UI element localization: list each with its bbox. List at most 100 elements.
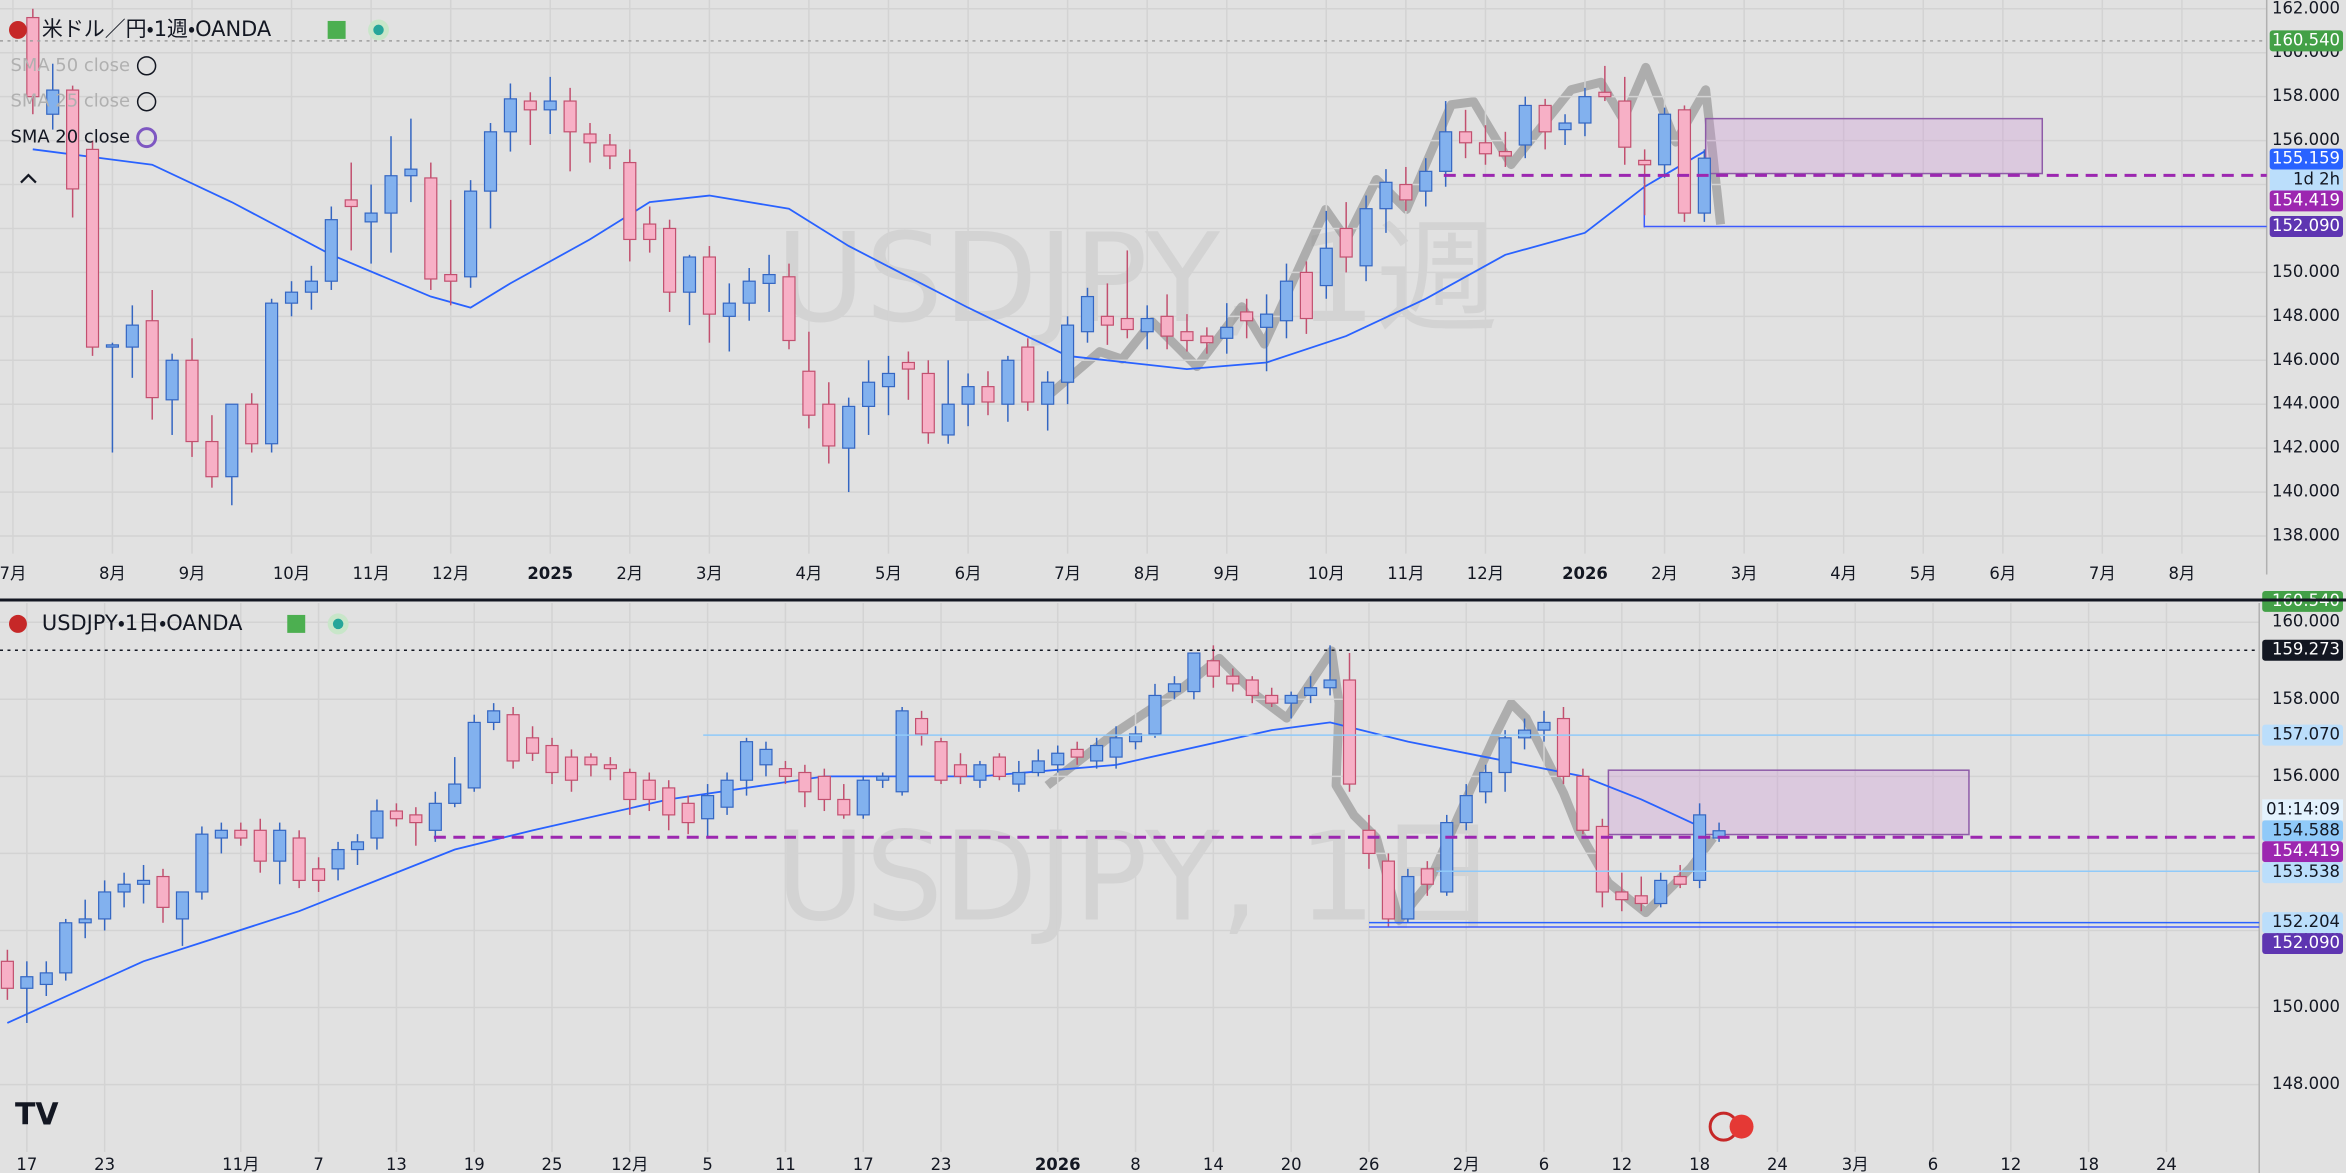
- y-tick-label: 142.000: [2272, 438, 2340, 457]
- eye-icon[interactable]: [136, 56, 157, 76]
- candle-body: [364, 212, 378, 223]
- candle-body: [961, 386, 975, 405]
- flag[interactable]: [287, 614, 306, 633]
- candle-body: [1148, 694, 1162, 735]
- price-label: 154.588: [2272, 820, 2340, 839]
- price-label-box: [2262, 933, 2344, 955]
- candle-body: [1677, 109, 1692, 214]
- candle-body: [1479, 771, 1493, 793]
- candle-body: [742, 280, 756, 304]
- x-tick-label: 5月: [875, 564, 902, 583]
- candle-body: [1498, 150, 1512, 157]
- x-tick-label: 2026: [1562, 564, 1608, 583]
- candle-body: [0, 960, 14, 989]
- price-label-box: [2262, 820, 2344, 842]
- candle-body: [1001, 359, 1015, 405]
- x-tick-label: 14: [1203, 1155, 1224, 1173]
- candle-body: [1140, 317, 1154, 333]
- candle-body: [1458, 131, 1473, 144]
- candle-body: [1120, 317, 1134, 331]
- candle-body: [175, 891, 190, 920]
- eye-icon[interactable]: [136, 92, 157, 112]
- legend-item[interactable]: SMA 25 close: [10, 91, 130, 112]
- candle-body: [1109, 737, 1123, 758]
- y-tick-label: 158.000: [2272, 689, 2340, 708]
- candle-body: [1498, 737, 1512, 774]
- x-tick-label: 6月: [955, 564, 982, 583]
- price-label-box: [2269, 30, 2344, 52]
- candle-body: [46, 89, 60, 115]
- candle-body: [643, 223, 657, 241]
- x-tick-label: 11: [775, 1155, 796, 1173]
- candle-body: [1615, 891, 1629, 901]
- candle-body: [483, 131, 498, 192]
- candle-body: [1265, 694, 1279, 704]
- x-tick-label: 2025: [527, 564, 573, 583]
- zone: [1607, 769, 1970, 836]
- candle-body: [603, 764, 617, 770]
- candle-body: [762, 273, 776, 284]
- event-icon[interactable]: [1729, 1114, 1754, 1139]
- countdown-box: [2262, 799, 2344, 821]
- candle-body: [934, 741, 948, 781]
- candle-body: [265, 302, 279, 445]
- candle-body: [701, 795, 715, 820]
- x-tick-label: 7: [313, 1155, 323, 1173]
- candle-body: [1440, 821, 1454, 893]
- candle-body: [1304, 687, 1318, 697]
- candle-body: [1618, 100, 1632, 148]
- candle-body: [739, 741, 754, 781]
- x-tick-label: 17: [16, 1155, 37, 1173]
- x-tick-label: 12: [2000, 1155, 2021, 1173]
- price-label: 157.070: [2272, 725, 2340, 744]
- candle-body: [428, 802, 442, 831]
- countdown-box: [2269, 169, 2344, 191]
- x-tick-label: 6: [1539, 1155, 1549, 1173]
- collapse-icon[interactable]: [20, 173, 37, 184]
- y-tick-label: 148.000: [2272, 306, 2340, 325]
- candle-body: [822, 403, 836, 447]
- candle-body: [1100, 315, 1114, 326]
- logo[interactable]: TV: [15, 1098, 59, 1133]
- price-label: 159.273: [2272, 640, 2340, 659]
- candle-body: [324, 219, 338, 282]
- x-tick-label: 5月: [1910, 564, 1937, 583]
- candle-body: [1128, 733, 1143, 743]
- flag[interactable]: [327, 20, 346, 39]
- y-tick-label: 156.000: [2272, 766, 2340, 785]
- candle-body: [817, 775, 831, 801]
- candle-body: [409, 814, 423, 824]
- candle-body: [195, 833, 209, 893]
- price-label-box: [2262, 639, 2344, 661]
- candle-body: [662, 787, 676, 816]
- x-tick-label: 11月: [222, 1155, 259, 1173]
- candle-body: [214, 829, 228, 839]
- price-label: 152.090: [2272, 216, 2340, 235]
- candle-body: [798, 771, 812, 793]
- candle-body: [1439, 131, 1453, 172]
- y-tick-label: 162.000: [2272, 0, 2340, 17]
- legend-item[interactable]: SMA 50 close: [10, 55, 130, 76]
- x-tick-label: 12: [1611, 1155, 1632, 1173]
- x-tick-label: 8月: [99, 564, 126, 583]
- candle-body: [1598, 91, 1612, 98]
- y-tick-label: 146.000: [2272, 350, 2340, 369]
- x-tick-label: 8: [1130, 1155, 1140, 1173]
- x-tick-label: 2月: [1651, 564, 1678, 583]
- candle-body: [1342, 679, 1357, 785]
- x-tick-label: 10月: [1308, 564, 1345, 583]
- candle-body: [1401, 875, 1415, 920]
- candle-body: [1200, 335, 1214, 344]
- header: 米ドル／円・1週・OANDA SMA 50 close SMA 25 close…: [8, 17, 390, 184]
- candle-body: [404, 168, 418, 177]
- y-tick-label: 150.000: [2272, 997, 2340, 1016]
- legend-item[interactable]: SMA 20 close: [10, 127, 130, 148]
- flag-icon: [8, 614, 27, 633]
- candle-body: [145, 320, 159, 399]
- zone: [1704, 117, 2044, 175]
- candle-body: [842, 405, 856, 449]
- reload-icon[interactable]: [136, 127, 158, 149]
- candle-body: [1323, 679, 1337, 689]
- candle-body: [1080, 295, 1095, 333]
